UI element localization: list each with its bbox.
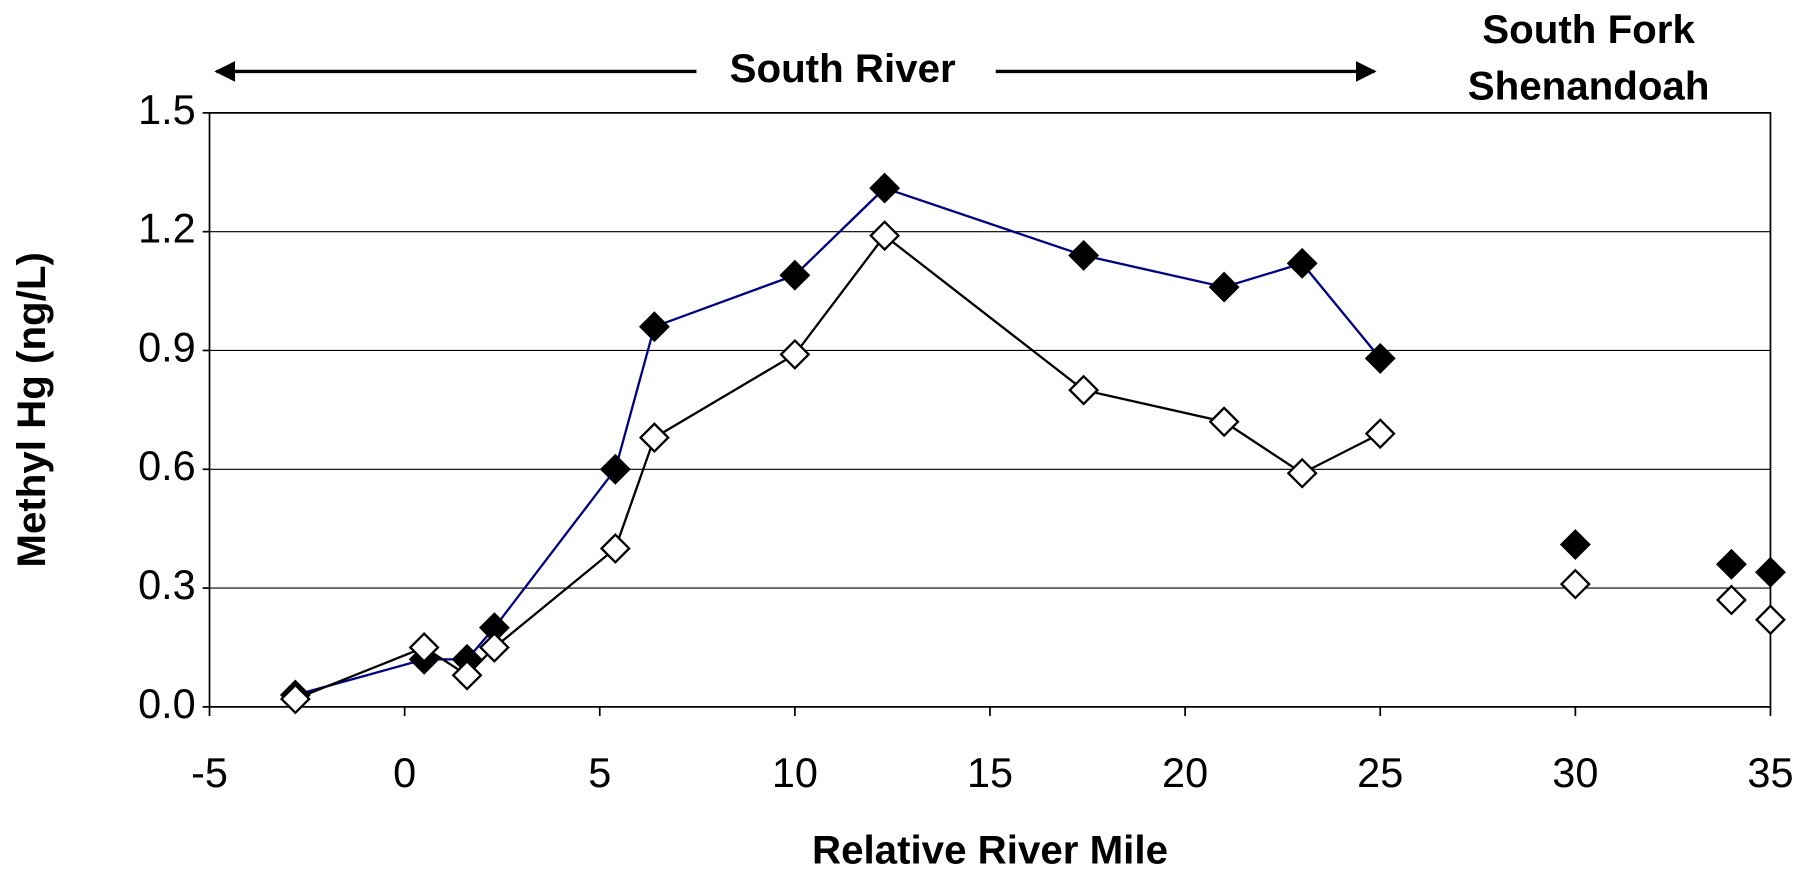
data-point — [1715, 584, 1747, 616]
data-point — [1286, 247, 1318, 279]
x-tick-label: 5 — [588, 749, 611, 796]
y-tick-label: 0.9 — [138, 323, 196, 370]
data-point — [1364, 418, 1396, 450]
data-point — [1068, 374, 1100, 406]
x-axis-title: Relative River Mile — [812, 828, 1168, 873]
data-point — [1715, 548, 1747, 580]
data-point — [1755, 604, 1786, 636]
data-point — [1559, 529, 1591, 560]
data-point — [638, 422, 670, 454]
data-point — [869, 172, 901, 204]
data-point — [599, 533, 631, 564]
x-tick-label: -5 — [191, 749, 228, 796]
data-point — [1559, 568, 1591, 600]
x-tick-label: 35 — [1747, 749, 1793, 796]
annotation: Shenandoah — [1468, 63, 1710, 108]
x-tick-label: 15 — [967, 749, 1013, 796]
y-tick-label: 1.5 — [138, 86, 196, 133]
x-tick-label: 25 — [1357, 749, 1403, 796]
y-tick-label: 0.0 — [138, 680, 196, 727]
y-tick-label: 0.6 — [138, 442, 196, 489]
data-point — [779, 259, 811, 291]
data-point — [478, 632, 510, 663]
series-line — [294, 234, 1381, 701]
data-point — [279, 683, 311, 715]
data-point — [869, 220, 901, 252]
y-tick-label: 0.3 — [138, 561, 196, 608]
data-point — [408, 632, 440, 663]
x-tick-label: 30 — [1552, 749, 1598, 796]
data-point — [1208, 406, 1240, 438]
annotation: South River — [730, 46, 956, 91]
series-line — [295, 186, 1382, 697]
data-point — [1364, 342, 1396, 374]
y-axis-title: Methyl Hg (ng/L) — [9, 252, 54, 567]
x-tick-label: 10 — [772, 749, 818, 796]
annotation: South Fork — [1482, 7, 1695, 52]
data-point — [1286, 457, 1318, 489]
x-tick-label: 0 — [393, 749, 416, 796]
data-point — [451, 659, 483, 691]
data-point — [638, 311, 670, 343]
y-tick-label: 1.2 — [138, 205, 196, 252]
data-point — [599, 453, 631, 485]
plot-frame — [208, 112, 1772, 708]
data-point — [1068, 239, 1100, 271]
data-point — [779, 338, 811, 370]
data-point — [1755, 556, 1786, 588]
x-tick-label: 20 — [1162, 749, 1208, 796]
data-point — [1208, 271, 1240, 303]
